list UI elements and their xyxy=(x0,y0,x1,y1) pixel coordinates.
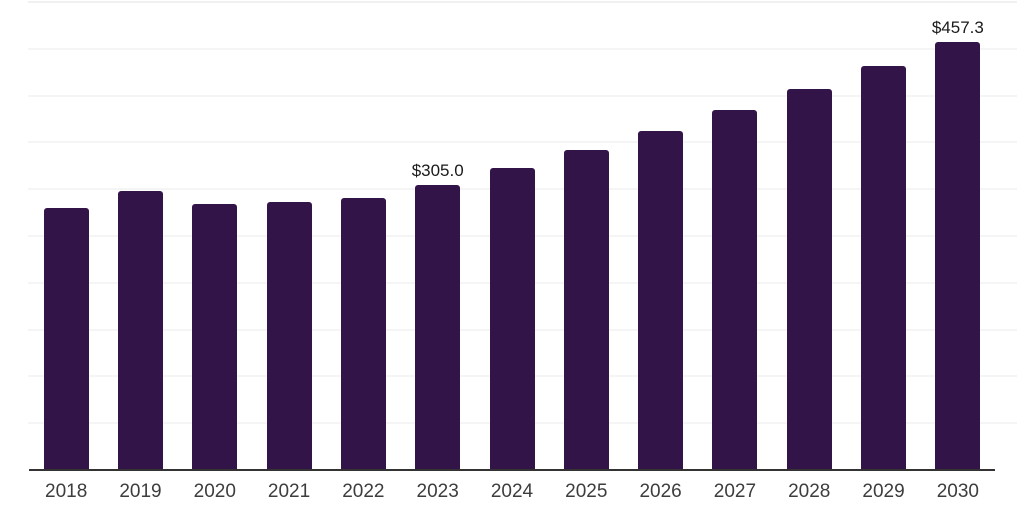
bar-2028 xyxy=(786,88,832,470)
bar-2030 xyxy=(935,41,981,470)
x-axis-label-2019: 2019 xyxy=(119,481,162,502)
gridline xyxy=(28,48,1017,50)
bar-2027 xyxy=(712,110,758,470)
x-axis-label-2028: 2028 xyxy=(788,481,831,502)
bar-2023 xyxy=(415,184,461,470)
x-axis-label-2021: 2021 xyxy=(267,481,311,502)
bar-2029 xyxy=(861,66,907,470)
bar-2022 xyxy=(340,198,386,470)
x-axis-label-2022: 2022 xyxy=(342,481,385,502)
bar-2019 xyxy=(117,191,163,470)
x-axis-label-2023: 2023 xyxy=(416,481,459,502)
gridline xyxy=(28,95,1017,97)
gridline xyxy=(28,1,1017,3)
x-axis-labels: 2018 2019 2020 2021 2022 2023 2024 2025 2026 2027… xyxy=(29,481,995,505)
bar-2020 xyxy=(192,203,238,470)
x-axis-label-2024: 2024 xyxy=(490,481,534,502)
x-axis-label-2020: 2020 xyxy=(193,481,236,502)
bar-2025 xyxy=(563,149,609,470)
bars: $305.0 $457.3 xyxy=(29,2,995,470)
gridline xyxy=(28,141,1017,143)
bar-value-label-2030: $457.3 xyxy=(931,17,984,37)
x-axis-line xyxy=(29,469,995,471)
bar-2021 xyxy=(266,201,312,470)
bar-2026 xyxy=(638,130,684,470)
x-axis-label-2027: 2027 xyxy=(713,481,757,502)
x-axis-label-2025: 2025 xyxy=(565,481,608,502)
bar-2018 xyxy=(43,207,89,470)
bar-2024 xyxy=(489,167,535,470)
bar-value-label-2023: $305.0 xyxy=(411,160,464,180)
x-axis-label-2018: 2018 xyxy=(45,481,88,502)
x-axis-label-2030: 2030 xyxy=(936,481,979,502)
plot-area: $305.0 $457.3 xyxy=(28,1,1017,471)
x-axis-label-2029: 2029 xyxy=(862,481,905,502)
x-axis-label-2026: 2026 xyxy=(639,481,682,502)
